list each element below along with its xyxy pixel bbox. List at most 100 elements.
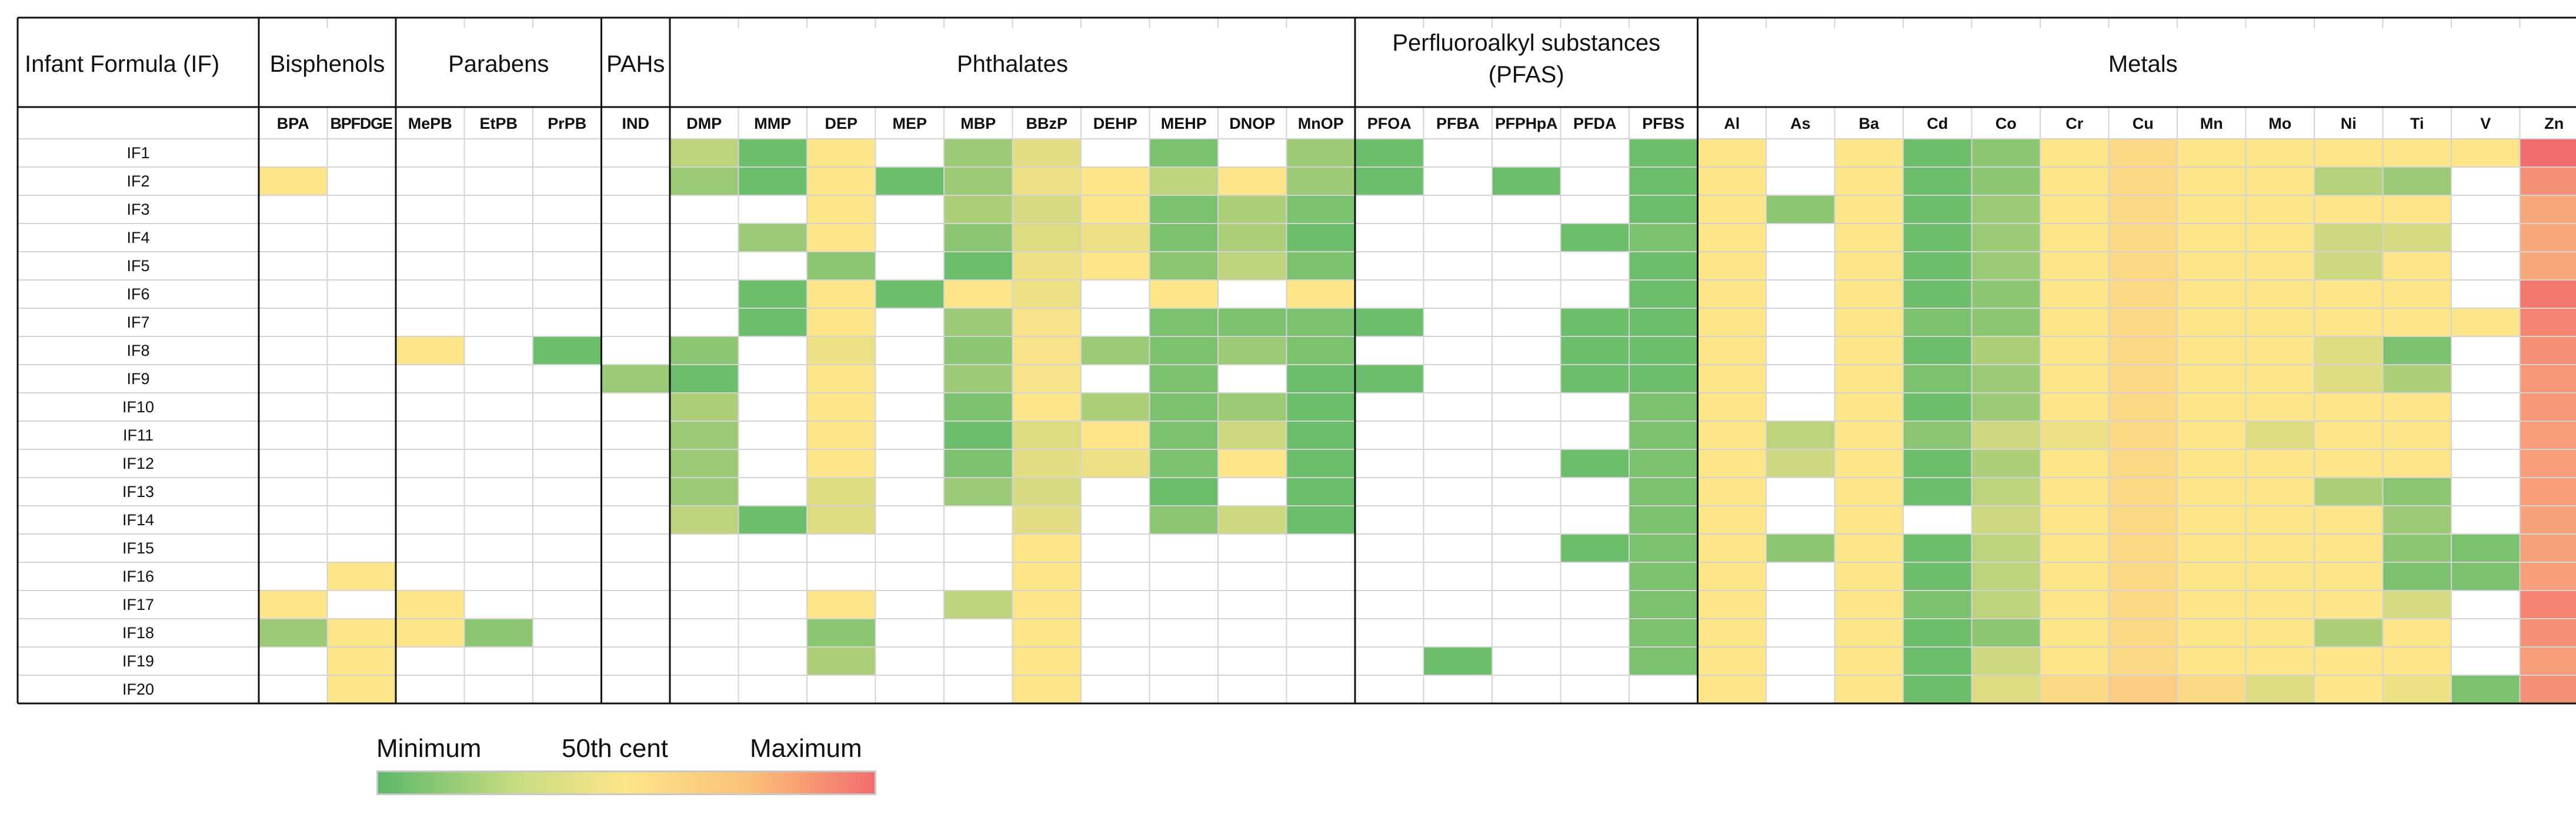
column-label: BBzP xyxy=(1026,115,1067,132)
heatmap-cell xyxy=(1560,562,1629,591)
heatmap-cell xyxy=(1423,478,1492,506)
row-label: IF4 xyxy=(126,229,149,246)
heatmap-cell xyxy=(533,308,602,336)
heatmap-cell xyxy=(1286,591,1355,619)
heatmap-cell xyxy=(2177,167,2246,195)
heatmap-cell xyxy=(944,675,1013,703)
heatmap-cell xyxy=(259,506,328,534)
heatmap-cell xyxy=(1012,336,1081,365)
heatmap-cell xyxy=(1012,308,1081,336)
heatmap-cell xyxy=(1355,478,1424,506)
heatmap-cell xyxy=(1766,619,1835,647)
heatmap-cell xyxy=(327,195,396,223)
heatmap-cell xyxy=(2520,421,2576,449)
heatmap-cell xyxy=(1286,449,1355,478)
heatmap-cell xyxy=(1560,280,1629,308)
row-label: IF12 xyxy=(122,455,154,472)
heatmap-cell xyxy=(670,449,739,478)
row-label: IF8 xyxy=(126,342,149,359)
heatmap-cell xyxy=(1149,421,1218,449)
heatmap-cell xyxy=(1081,478,1150,506)
heatmap-cell xyxy=(1149,336,1218,365)
color-scale-bar xyxy=(376,770,876,795)
column-label: MBP xyxy=(960,115,996,132)
heatmap-cell xyxy=(1766,167,1835,195)
heatmap-cell xyxy=(1766,478,1835,506)
row-label: IF5 xyxy=(126,257,149,275)
column-label: Ni xyxy=(2341,115,2357,132)
heatmap-cell xyxy=(875,252,944,280)
heatmap-cell xyxy=(1081,280,1150,308)
heatmap-cell xyxy=(1697,562,1766,591)
column-label: EtPB xyxy=(479,115,518,132)
row-label: IF15 xyxy=(122,539,154,557)
heatmap-cell xyxy=(670,336,739,365)
heatmap-cell xyxy=(2108,308,2177,336)
heatmap-cell xyxy=(944,280,1013,308)
heatmap-cell xyxy=(396,336,465,365)
heatmap-cell xyxy=(2451,506,2520,534)
heatmap-cell xyxy=(1149,675,1218,703)
heatmap-cell xyxy=(1766,336,1835,365)
heatmap-cell xyxy=(259,139,328,167)
heatmap-cell xyxy=(1492,506,1561,534)
heatmap-cell xyxy=(1629,449,1698,478)
heatmap-cell xyxy=(944,365,1013,393)
heatmap-cell xyxy=(1697,223,1766,252)
heatmap-cell xyxy=(1629,195,1698,223)
heatmap-cell xyxy=(1492,562,1561,591)
group-label: Parabens xyxy=(448,51,549,77)
heatmap-cell xyxy=(259,280,328,308)
heatmap-cell xyxy=(807,562,876,591)
heatmap-cell xyxy=(2314,478,2383,506)
heatmap-cell xyxy=(670,647,739,675)
heatmap-cell xyxy=(875,308,944,336)
heatmap-cell xyxy=(1423,647,1492,675)
heatmap-cell xyxy=(533,280,602,308)
heatmap-cell xyxy=(2520,280,2576,308)
heatmap-cell xyxy=(1081,365,1150,393)
heatmap-cell xyxy=(2383,223,2451,252)
heatmap-cell xyxy=(1903,139,1972,167)
heatmap-cell xyxy=(944,139,1013,167)
heatmap-cell xyxy=(1218,336,1287,365)
heatmap-cell xyxy=(1423,365,1492,393)
heatmap-cell xyxy=(944,647,1013,675)
heatmap-cell xyxy=(2520,139,2576,167)
heatmap-cell xyxy=(2383,308,2451,336)
heatmap-cell xyxy=(2314,223,2383,252)
heatmap-cell xyxy=(1834,195,1903,223)
row-label: IF3 xyxy=(126,201,149,218)
heatmap-cell xyxy=(464,647,533,675)
heatmap-cell xyxy=(1355,139,1424,167)
heatmap-cell xyxy=(2040,308,2109,336)
heatmap-cell xyxy=(1012,280,1081,308)
heatmap-cell xyxy=(1903,336,1972,365)
heatmap-cell xyxy=(1834,591,1903,619)
heatmap-cell xyxy=(875,619,944,647)
heatmap-cell xyxy=(1903,449,1972,478)
heatmap-cell xyxy=(464,280,533,308)
heatmap-cell xyxy=(396,421,465,449)
heatmap-cell xyxy=(2245,421,2314,449)
heatmap-cell xyxy=(944,478,1013,506)
heatmap-cell xyxy=(1971,308,2040,336)
heatmap-cell xyxy=(1834,252,1903,280)
heatmap-cell xyxy=(396,393,465,421)
heatmap-cell xyxy=(738,647,807,675)
heatmap-cell xyxy=(533,619,602,647)
heatmap-cell xyxy=(533,167,602,195)
heatmap-cell xyxy=(1560,478,1629,506)
heatmap-cell xyxy=(327,449,396,478)
heatmap-cell xyxy=(2245,619,2314,647)
heatmap-cell xyxy=(327,393,396,421)
heatmap-cell xyxy=(601,534,670,562)
heatmap-cell xyxy=(1697,252,1766,280)
heatmap-cell xyxy=(2040,280,2109,308)
row-label: IF1 xyxy=(126,144,149,162)
heatmap-cell xyxy=(1218,675,1287,703)
heatmap-cell xyxy=(1149,534,1218,562)
heatmap-cell xyxy=(1149,478,1218,506)
row-label: IF11 xyxy=(123,426,154,444)
heatmap-cell xyxy=(1423,336,1492,365)
